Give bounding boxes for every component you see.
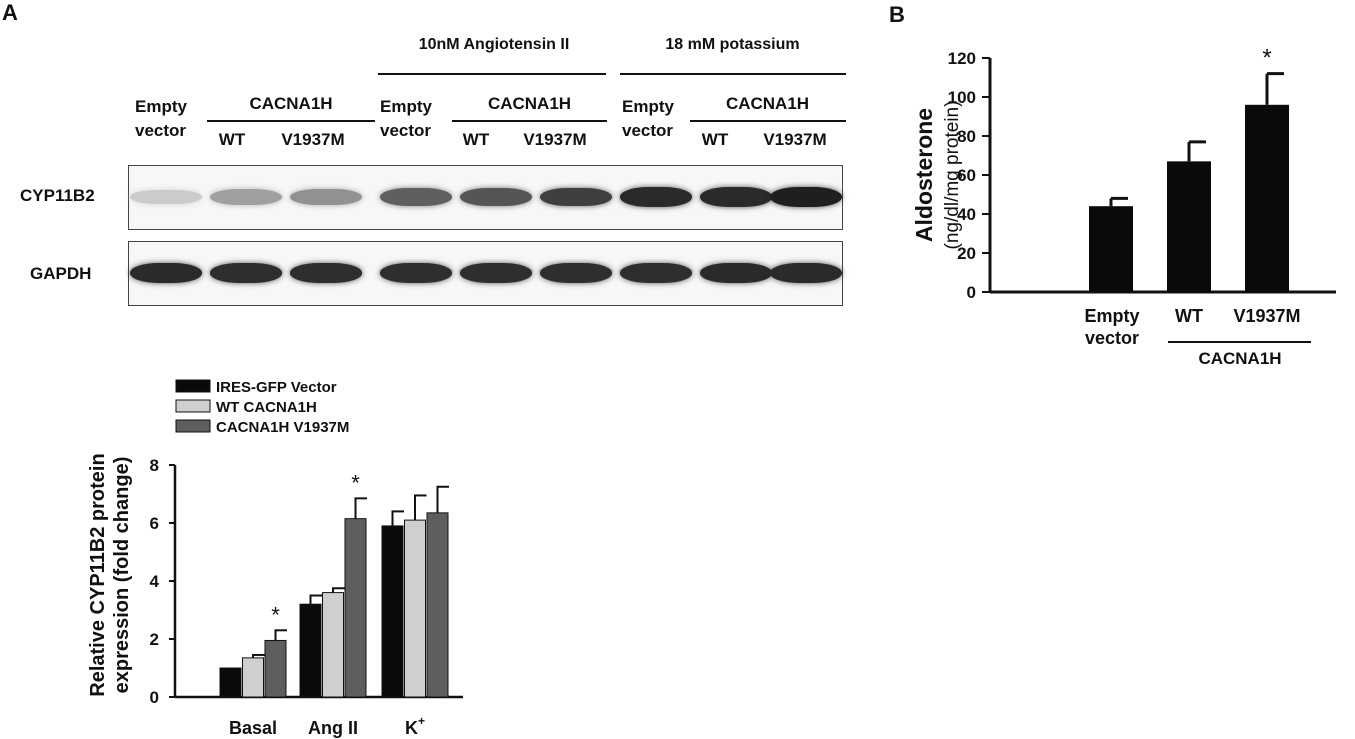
bar-basal-0 xyxy=(219,667,242,698)
legend-label: CACNA1H V1937M xyxy=(216,419,349,436)
empty-vector-label-1: Empty vector xyxy=(135,97,187,140)
cyp11b2-band xyxy=(210,188,282,206)
wt-label-3: WT xyxy=(701,130,729,149)
x-tick-label: K+ xyxy=(405,714,425,738)
y-tick-label: 2 xyxy=(150,630,159,649)
cacna1h-label-3: CACNA1H xyxy=(725,94,810,113)
potassium-bracket xyxy=(620,73,846,75)
v1937m-label-2: V1937M xyxy=(523,130,587,149)
y-axis-label-line2: (ng/dl/mg protein) xyxy=(942,101,963,250)
x-tick-label: Empty xyxy=(1084,306,1139,326)
gapdh-band xyxy=(290,263,362,283)
gapdh-band xyxy=(130,263,202,283)
legend-label: IRES-GFP Vector xyxy=(216,379,337,396)
bar-basal-2 xyxy=(264,639,287,698)
gapdh-band xyxy=(380,263,452,283)
panel-b-letter: B xyxy=(889,2,905,27)
angiotensin-bracket xyxy=(378,73,606,75)
x-tick-label: Ang II xyxy=(308,718,358,738)
x-tick-label: Basal xyxy=(229,718,277,738)
v1937m-label-3: V1937M xyxy=(763,130,827,149)
row-label-gapdh: GAPDH xyxy=(30,264,92,283)
gapdh-band xyxy=(460,263,532,283)
cacna1h-group-label: CACNA1H xyxy=(1198,349,1281,368)
wt-label-2: WT xyxy=(462,130,490,149)
significance-mark: * xyxy=(1262,45,1271,72)
aldosterone-bar-chart: Aldosterone (ng/dl/mg protein) 0 20 40 60 80 10… xyxy=(911,45,1336,368)
v1937m-label-1: V1937M xyxy=(281,130,345,149)
y-tick-label: 4 xyxy=(150,572,160,591)
cyp11b2-blot xyxy=(128,165,843,230)
cyp11b2-band xyxy=(620,187,692,207)
cacna1h-bracket-3 xyxy=(690,120,846,122)
cyp11b2-band xyxy=(770,187,842,207)
panel-a-letter: A xyxy=(2,0,18,25)
x-tick-label: WT xyxy=(1175,306,1203,326)
legend-swatch xyxy=(175,419,211,433)
y-axis-label-line1: Aldosterone xyxy=(911,108,937,242)
row-label-cyp11b2: CYP11B2 xyxy=(20,186,95,205)
y-tick-label: 40 xyxy=(957,205,976,224)
cyp11b2-band xyxy=(380,188,452,206)
cacna1h-bracket-1 xyxy=(207,120,375,122)
y-tick-label: 0 xyxy=(967,283,976,302)
cacna1h-bracket-2 xyxy=(452,120,607,122)
bar-angii-2 xyxy=(344,518,367,698)
bar-v1937m xyxy=(1245,104,1289,292)
bar-empty-vector xyxy=(1089,206,1133,292)
cacna1h-label-2: CACNA1H xyxy=(487,94,572,113)
cyp11b2-bar-chart: IRES-GFP Vector WT CACNA1H CACNA1H V1937M R… xyxy=(87,379,463,738)
y-tick-label: 80 xyxy=(957,127,976,146)
y-tick-label: 100 xyxy=(948,88,976,107)
gapdh-band xyxy=(210,263,282,283)
cyp11b2-band xyxy=(290,188,362,206)
cyp11b2-band xyxy=(540,187,612,207)
y-tick-label: 0 xyxy=(150,688,159,707)
bar-angii-1 xyxy=(322,592,344,698)
gapdh-blot xyxy=(128,241,843,306)
cyp11b2-band xyxy=(700,187,772,207)
y-tick-label: 6 xyxy=(150,514,159,533)
empty-vector-label-2: Empty vector xyxy=(380,97,432,140)
cyp11b2-band xyxy=(460,187,532,207)
bar-k-2 xyxy=(426,512,449,698)
y-axis-label-line1: Relative CYP11B2 protein xyxy=(87,453,109,696)
bar-k-0 xyxy=(381,525,404,698)
y-tick-label: 8 xyxy=(150,456,159,475)
bar-angii-0 xyxy=(299,603,322,698)
significance-mark: * xyxy=(351,470,360,495)
legend-swatch xyxy=(175,399,211,413)
y-tick-label: 120 xyxy=(948,49,976,68)
y-tick-label: 20 xyxy=(957,244,976,263)
x-tick-label: vector xyxy=(1085,328,1139,348)
cacna1h-label-1: CACNA1H xyxy=(249,94,333,113)
gapdh-band xyxy=(700,263,772,283)
bar-basal-1 xyxy=(242,657,264,698)
significance-mark: * xyxy=(271,602,280,627)
y-tick-label: 60 xyxy=(957,166,976,185)
cyp11b2-band xyxy=(130,189,202,205)
wt-label-1: WT xyxy=(218,130,246,149)
gapdh-band xyxy=(620,263,692,283)
legend-swatch xyxy=(175,379,211,393)
empty-vector-label-3: Empty vector xyxy=(622,97,674,140)
bar-wt xyxy=(1167,161,1211,292)
bar-k-1 xyxy=(404,519,426,698)
potassium-header: 18 mM potassium xyxy=(665,36,800,53)
legend-label: WT CACNA1H xyxy=(216,399,317,416)
y-axis-label-line2: expression (fold change) xyxy=(111,457,133,694)
gapdh-band xyxy=(540,263,612,283)
angiotensin-header: 10nM Angiotensin II xyxy=(418,36,570,53)
x-tick-label: V1937M xyxy=(1233,306,1300,326)
gapdh-band xyxy=(770,263,842,283)
